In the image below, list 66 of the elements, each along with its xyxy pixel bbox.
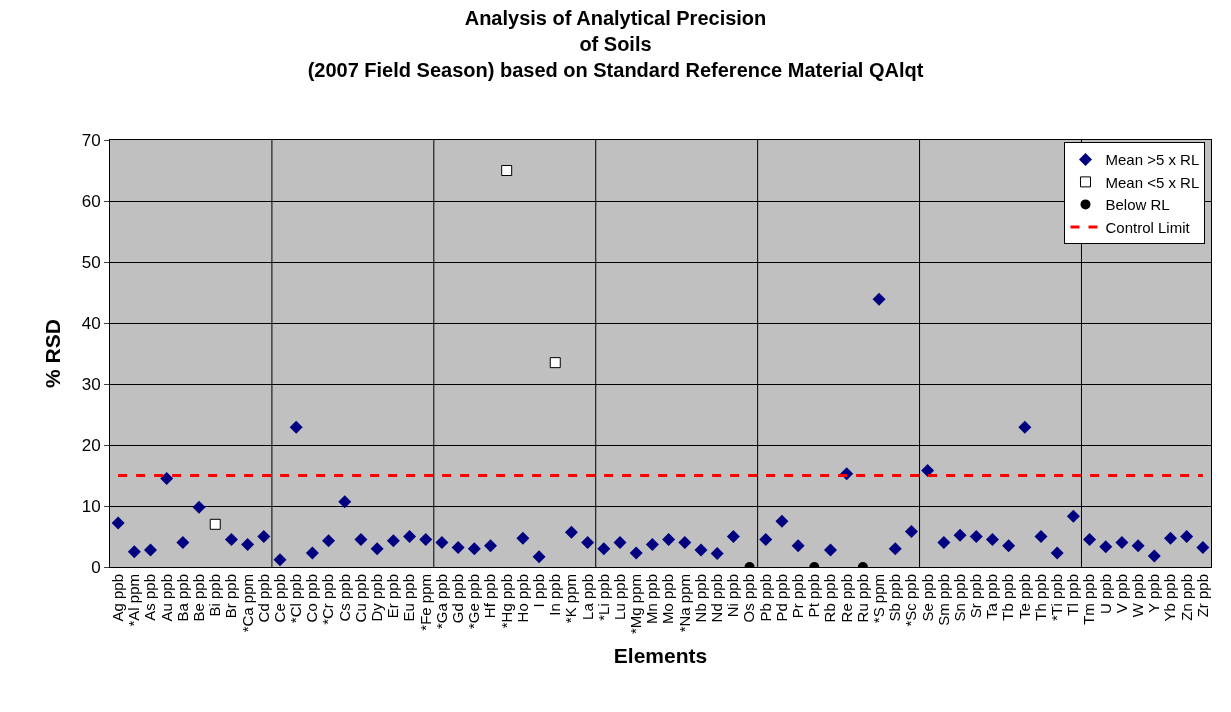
x-tick-label: Os ppb [740,574,758,623]
x-tick-label: Nd ppb [708,574,726,623]
x-tick-label: Yb ppb [1161,574,1179,622]
x-tick-label: Mn ppb [643,574,661,625]
chart-title: Analysis of Analytical Precision of Soils (2007 Field Season) based on Standard Reference Material QAlqt [307,6,924,81]
x-tick-label: Cs ppb [335,574,353,622]
x-axis-title: Elements [613,644,708,668]
x-tick-label: La ppb [578,574,596,620]
x-tick-label: Hf ppb [481,574,499,619]
y-tick-label: 0 [91,557,101,577]
point [549,357,561,369]
x-tick-label: Se ppb [918,574,936,622]
legend-label: Control Limit [1105,218,1191,236]
x-tick-label: Dy ppb [368,574,386,622]
y-tick-label: 40 [81,313,101,333]
x-tick-label: *Sc ppb [902,574,920,627]
y-tick-label: 60 [81,191,101,211]
point [501,165,513,176]
x-tick-label: Pb ppb [756,574,774,622]
y-axis-title: % RSD [40,319,64,388]
x-tick-label: As ppb [141,574,159,621]
legend-label: Below RL [1105,196,1170,214]
x-tick-label: *Mg ppm [627,574,645,635]
legend-label: Mean <5 x RL [1105,173,1200,191]
x-tick-label: *Cr ppb [319,574,337,625]
x-tick-label: Co ppb [303,574,321,623]
x-tick-label: U ppb [1096,574,1114,615]
x-tick-label: Sr ppb [967,574,985,619]
y-tick-label: 50 [81,252,101,272]
x-tick-label: Ta ppb [983,574,1001,620]
x-tick-label: Bi ppb [206,574,224,617]
y-tick-label: 70 [81,130,101,150]
x-tick-label: In ppb [546,574,564,616]
x-tick-label: *Na ppm [675,574,693,633]
x-tick-label: Tl ppb [1064,574,1082,616]
y-tick-label: 20 [81,435,101,455]
x-tick-label: Rb ppb [821,574,839,623]
x-tick-label: Eu ppb [400,574,418,622]
x-tick-label: Pt ppb [805,574,823,618]
x-tick-label: *Cl ppb [287,574,305,624]
x-tick-label: Te ppb [1015,574,1033,620]
x-tick-label: Ni ppb [724,574,742,618]
point [209,518,221,530]
x-tick-label: Ag ppb [108,574,126,622]
x-tick-label: Br ppb [222,574,240,619]
x-tick-label: *Ca ppm [238,574,256,633]
x-tick-label: Pr ppb [789,574,807,619]
y-tick-label: 30 [81,374,101,394]
x-tick-label: Re ppb [837,574,855,623]
x-tick-label: *Ge ppb [465,574,483,630]
x-tick-label: Sb ppb [886,574,904,622]
legend-label: Mean >5 x RL [1105,151,1200,169]
x-tick-label: *Ti ppb [1048,574,1066,621]
x-tick-label: Er ppb [384,574,402,619]
x-tick-label: Au ppb [157,574,175,622]
x-tick-label: *Al ppm [125,574,143,627]
x-tick-label: Mo ppb [659,574,677,625]
x-tick-label: Tb ppb [999,574,1017,621]
y-tick-label: 10 [81,496,101,516]
x-tick-label: *Fe ppm [416,574,434,631]
x-tick-label: *K ppm [562,574,580,624]
x-tick-label: Y ppb [1145,574,1163,613]
x-tick-label: Zn ppb [1177,574,1195,621]
x-tick-label: *Hg ppb [497,574,515,629]
x-tick-label: W ppb [1129,574,1147,618]
x-tick-label: Tm ppb [1080,574,1098,625]
